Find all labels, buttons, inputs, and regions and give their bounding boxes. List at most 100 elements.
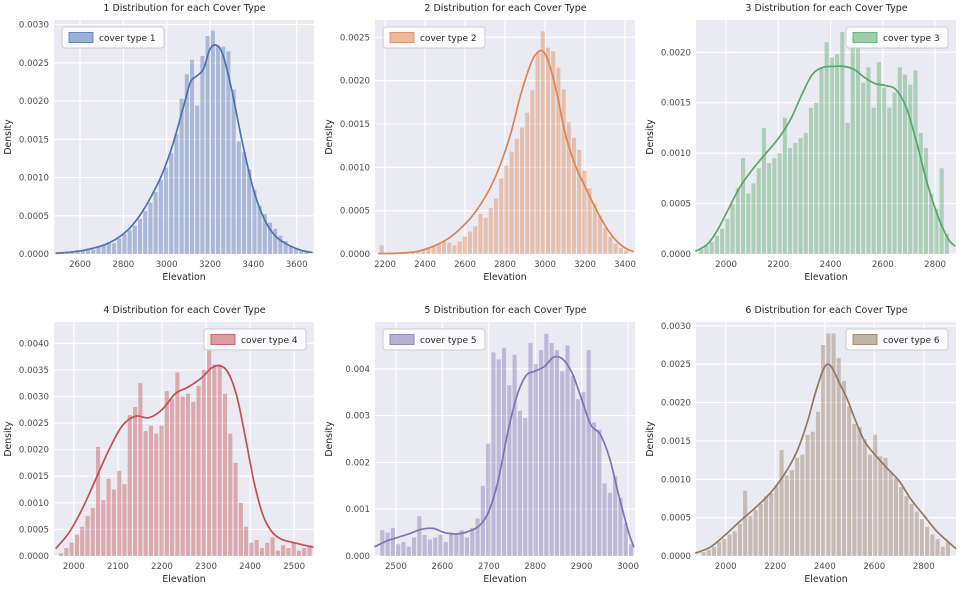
svg-text:0.0015: 0.0015 <box>661 437 691 447</box>
svg-text:Elevation: Elevation <box>804 574 847 585</box>
svg-text:3400: 3400 <box>614 260 636 270</box>
svg-text:0.000: 0.000 <box>345 552 370 562</box>
svg-text:0.002: 0.002 <box>345 458 370 468</box>
svg-text:0.0005: 0.0005 <box>661 514 691 524</box>
svg-text:0.0030: 0.0030 <box>19 21 49 31</box>
svg-text:0.0025: 0.0025 <box>19 419 49 429</box>
svg-text:0.0015: 0.0015 <box>661 99 691 109</box>
svg-text:0.003: 0.003 <box>345 412 370 422</box>
svg-text:0.0000: 0.0000 <box>340 250 370 260</box>
svg-text:Density: Density <box>3 421 14 457</box>
svg-text:2800: 2800 <box>524 562 546 572</box>
svg-text:0.0005: 0.0005 <box>340 207 370 217</box>
svg-text:Density: Density <box>324 421 335 457</box>
svg-text:Elevation: Elevation <box>162 574 205 585</box>
svg-text:3600: 3600 <box>286 260 308 270</box>
chart-title: 4 Distribution for each Cover Type <box>103 305 266 316</box>
svg-text:3000: 3000 <box>534 260 556 270</box>
svg-text:3000: 3000 <box>617 562 639 572</box>
svg-text:cover type 3: cover type 3 <box>883 34 940 44</box>
svg-text:2200: 2200 <box>374 260 396 270</box>
svg-text:2700: 2700 <box>478 562 500 572</box>
svg-text:0.0025: 0.0025 <box>340 33 370 43</box>
histogram-kde-plot: 2200 2400 2600 2800 3000 3200 3400 Elevation 0.0… <box>324 20 636 283</box>
svg-text:0.0020: 0.0020 <box>661 399 691 409</box>
subplot-cover-type-3: 3 Distribution for each Cover Type 2000 2… <box>642 0 963 302</box>
chart-title: 5 Distribution for each Cover Type <box>424 305 587 316</box>
subplot-cover-type-5: 5 Distribution for each Cover Type 2500 2… <box>321 302 642 604</box>
svg-text:0.0020: 0.0020 <box>19 446 49 456</box>
chart-title: 6 Distribution for each Cover Type <box>745 305 908 316</box>
chart-title: 1 Distribution for each Cover Type <box>103 3 266 14</box>
svg-text:2500: 2500 <box>283 562 305 572</box>
svg-text:0.0040: 0.0040 <box>19 339 49 349</box>
chart-title: 2 Distribution for each Cover Type <box>424 3 587 14</box>
svg-text:cover type 4: cover type 4 <box>241 336 298 346</box>
svg-text:Density: Density <box>324 119 335 155</box>
subplot-cover-type-6: 6 Distribution for each Cover Type 2000 2… <box>642 302 963 604</box>
svg-text:2300: 2300 <box>195 562 217 572</box>
svg-text:2600: 2600 <box>863 562 885 572</box>
svg-text:Elevation: Elevation <box>483 574 526 585</box>
subplot-cover-type-1: 1 Distribution for each Cover Type 2600 2… <box>0 0 321 302</box>
svg-text:0.001: 0.001 <box>345 505 370 515</box>
svg-text:0.0005: 0.0005 <box>19 525 49 535</box>
svg-text:2400: 2400 <box>814 562 836 572</box>
svg-text:Density: Density <box>645 119 656 155</box>
svg-text:2800: 2800 <box>913 562 935 572</box>
svg-text:2000: 2000 <box>63 562 85 572</box>
svg-text:0.0015: 0.0015 <box>19 135 49 145</box>
svg-text:0.0020: 0.0020 <box>340 77 370 87</box>
svg-text:3200: 3200 <box>574 260 596 270</box>
svg-text:cover type 5: cover type 5 <box>420 336 477 346</box>
svg-text:Density: Density <box>645 421 656 457</box>
histogram-kde-plot: 2000 2100 2200 2300 2400 2500 Elevation 0.0000 0… <box>3 322 314 585</box>
svg-text:2100: 2100 <box>107 562 129 572</box>
histogram-kde-plot: 2600 2800 3000 3200 3400 3600 Elevation 0.0000 0… <box>3 20 314 283</box>
svg-text:0.0005: 0.0005 <box>19 212 49 222</box>
svg-text:3200: 3200 <box>199 260 221 270</box>
svg-text:0.0000: 0.0000 <box>19 552 49 562</box>
svg-text:0.0030: 0.0030 <box>661 322 691 332</box>
svg-text:0.0000: 0.0000 <box>661 552 691 562</box>
svg-text:2400: 2400 <box>239 562 261 572</box>
svg-text:0.0010: 0.0010 <box>661 149 691 159</box>
svg-text:2600: 2600 <box>431 562 453 572</box>
subplot-cover-type-4: 4 Distribution for each Cover Type 2000 2… <box>0 302 321 604</box>
svg-text:Density: Density <box>3 119 14 155</box>
svg-text:Elevation: Elevation <box>162 272 205 283</box>
svg-text:2200: 2200 <box>151 562 173 572</box>
svg-text:0.0010: 0.0010 <box>661 475 691 485</box>
histogram-kde-plot: 2500 2600 2700 2800 2900 3000 Elevation 0.000 0.… <box>324 322 639 585</box>
svg-text:2400: 2400 <box>414 260 436 270</box>
svg-text:cover type 1: cover type 1 <box>99 34 156 44</box>
chart-title: 3 Distribution for each Cover Type <box>745 3 908 14</box>
svg-text:0.0030: 0.0030 <box>19 392 49 402</box>
svg-text:0.0010: 0.0010 <box>19 499 49 509</box>
svg-text:2600: 2600 <box>454 260 476 270</box>
svg-text:Elevation: Elevation <box>483 272 526 283</box>
svg-text:2800: 2800 <box>112 260 134 270</box>
svg-text:0.0000: 0.0000 <box>661 250 691 260</box>
svg-text:0.0010: 0.0010 <box>340 163 370 173</box>
svg-text:0.0025: 0.0025 <box>19 59 49 69</box>
svg-text:Elevation: Elevation <box>804 272 847 283</box>
svg-text:2000: 2000 <box>715 562 737 572</box>
svg-text:0.0020: 0.0020 <box>19 97 49 107</box>
svg-text:0.0015: 0.0015 <box>340 120 370 130</box>
svg-text:2000: 2000 <box>715 260 737 270</box>
svg-text:2900: 2900 <box>571 562 593 572</box>
histogram-kde-plot: 2000 2200 2400 2600 2800 Elevation 0.0000 0.000… <box>645 20 956 283</box>
svg-text:2800: 2800 <box>924 260 946 270</box>
svg-text:2600: 2600 <box>69 260 91 270</box>
svg-text:cover type 2: cover type 2 <box>420 34 477 44</box>
subplot-cover-type-2: 2 Distribution for each Cover Type 2200 2… <box>321 0 642 302</box>
svg-text:0.0015: 0.0015 <box>19 472 49 482</box>
svg-text:0.0005: 0.0005 <box>661 200 691 210</box>
svg-text:2800: 2800 <box>494 260 516 270</box>
svg-text:0.0035: 0.0035 <box>19 366 49 376</box>
svg-text:0.0000: 0.0000 <box>19 250 49 260</box>
svg-text:2400: 2400 <box>820 260 842 270</box>
svg-text:0.0020: 0.0020 <box>661 48 691 58</box>
